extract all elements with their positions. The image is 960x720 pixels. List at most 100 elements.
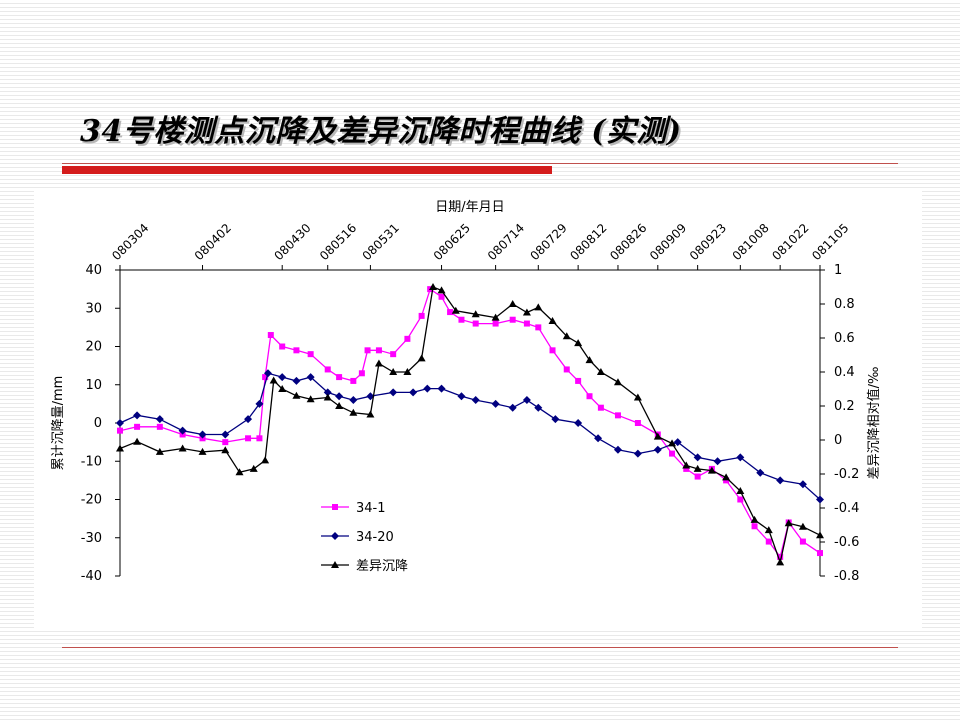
left-y-tick-label: 0 (94, 416, 102, 431)
x-tick-label: 080909 (647, 221, 689, 263)
data-point (508, 403, 517, 412)
left-y-tick-label: -10 (81, 454, 102, 469)
data-point (245, 435, 252, 442)
x-tick-label: 080923 (687, 221, 729, 263)
data-point (255, 399, 264, 408)
data-point (417, 354, 426, 362)
data-point (574, 419, 583, 427)
data-point (534, 303, 543, 311)
data-point (523, 320, 530, 327)
x-tick-label: 080516 (317, 221, 359, 263)
data-point (235, 468, 244, 476)
data-point (585, 356, 594, 364)
legend-item: 差异沉降 (321, 559, 408, 574)
series-line (119, 372, 821, 500)
data-point (765, 538, 772, 545)
legend-label: 34-1 (356, 501, 386, 516)
data-point (798, 522, 807, 530)
data-point (244, 415, 253, 424)
data-point (750, 515, 759, 523)
right-y-tick-label: -0.8 (834, 569, 859, 584)
data-point (751, 523, 758, 530)
right-y-axis-title: 差异沉降相对值/‰ (866, 367, 882, 480)
data-point (634, 420, 641, 426)
data-point (633, 393, 642, 401)
data-point (133, 437, 142, 445)
right-y-tick-label: -0.4 (834, 501, 859, 516)
data-point (221, 430, 230, 439)
data-point (492, 320, 499, 327)
data-point (418, 312, 425, 319)
data-point (198, 447, 207, 455)
data-point (575, 377, 582, 384)
data-point (816, 495, 824, 504)
data-point (178, 426, 187, 435)
data-point (409, 388, 418, 397)
data-point (534, 403, 543, 412)
legend-item: 34-1 (321, 501, 386, 516)
data-point (653, 445, 662, 454)
data-point (358, 370, 365, 377)
data-point (491, 313, 500, 321)
data-point (798, 480, 807, 489)
data-point (335, 402, 344, 409)
series-1 (116, 369, 824, 504)
data-point (278, 385, 287, 392)
legend-label: 差异沉降 (356, 559, 408, 574)
data-point (563, 366, 570, 373)
data-point (292, 376, 301, 385)
right-y-tick-label: 0.8 (834, 297, 855, 312)
data-point (438, 293, 445, 300)
data-point (535, 324, 542, 331)
x-tick-label: 080304 (109, 221, 151, 263)
data-point (471, 310, 480, 318)
x-tick-label: 081105 (809, 221, 851, 263)
data-point (366, 392, 375, 401)
left-y-tick-label: 20 (85, 340, 102, 355)
data-point (349, 396, 358, 405)
data-point (221, 446, 230, 454)
data-point (457, 392, 466, 401)
data-point (134, 423, 141, 430)
settlement-chart: 080304 080402 080430 080516 080531 080625 0807… (51, 200, 882, 584)
data-point (693, 453, 702, 462)
data-point (777, 553, 784, 560)
data-point (364, 347, 371, 354)
title-accent-bar (62, 166, 552, 174)
data-point (306, 395, 315, 403)
chart-panel: 080304 080402 080430 080516 080531 080625 0807… (34, 191, 922, 631)
data-point (349, 408, 358, 416)
legend-item: 34-20 (321, 530, 394, 545)
data-point (816, 531, 824, 539)
data-point (116, 444, 124, 452)
right-y-tick-label: 0.2 (834, 399, 855, 414)
right-y-tick-label: -0.2 (834, 467, 859, 482)
data-point (437, 286, 446, 294)
data-point (403, 368, 412, 375)
data-point (366, 410, 375, 418)
left-y-tick-label: -30 (81, 531, 102, 546)
right-y-tick-label: 0.4 (834, 365, 855, 380)
data-point (423, 384, 432, 393)
data-point (429, 283, 438, 290)
data-point (736, 487, 745, 494)
series-line (119, 288, 821, 559)
data-point (323, 393, 332, 401)
footer-rule (62, 647, 898, 648)
data-point (736, 453, 745, 462)
left-y-tick-label: 30 (85, 301, 102, 316)
data-point (594, 434, 603, 443)
data-point (548, 317, 557, 324)
data-point (133, 411, 142, 420)
data-point (198, 430, 207, 439)
data-point (324, 366, 331, 373)
data-point (614, 412, 621, 419)
data-point (491, 399, 500, 408)
data-point (613, 378, 622, 386)
data-point (551, 415, 560, 424)
data-point (451, 306, 460, 314)
data-point (350, 377, 357, 384)
data-point (693, 464, 702, 472)
data-point (374, 359, 383, 367)
data-point (375, 347, 382, 354)
